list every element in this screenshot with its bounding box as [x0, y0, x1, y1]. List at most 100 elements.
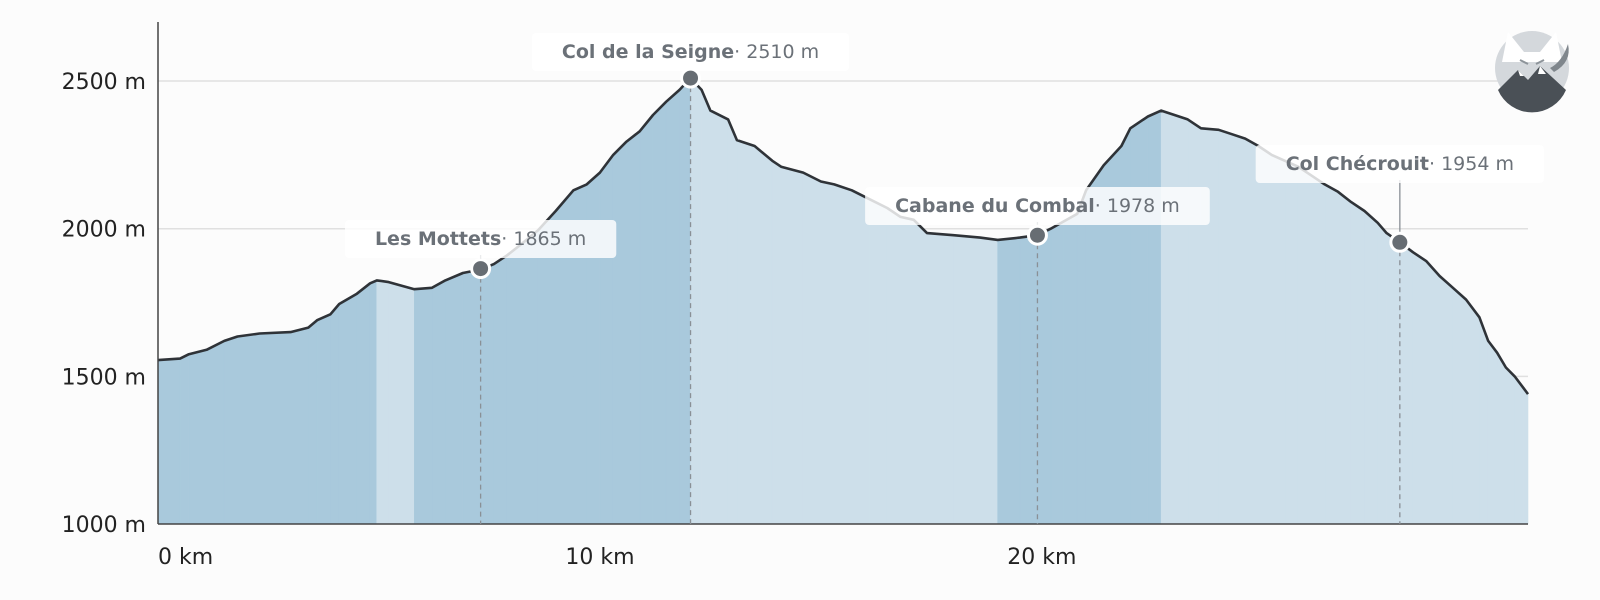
area-segment-36	[701, 89, 711, 525]
poi-name: Les Mottets	[375, 228, 501, 250]
area-segment-7	[290, 327, 309, 525]
area-segment-91	[1496, 351, 1507, 525]
area-segment-0	[157, 358, 181, 525]
area-segment-89	[1479, 317, 1489, 525]
area-segment-85	[1426, 260, 1440, 525]
area-segment-74	[1284, 160, 1299, 525]
area-segment-86	[1439, 275, 1454, 525]
area-segment-46	[851, 189, 870, 525]
area-segment-23	[520, 229, 539, 525]
area-segment-81	[1377, 221, 1387, 525]
area-segment-93	[1514, 375, 1524, 525]
area-segment-69	[1218, 129, 1233, 525]
area-segment-12	[356, 282, 371, 525]
area-segment-57	[1050, 220, 1065, 525]
poi-label-box	[344, 220, 617, 258]
y-tick-label-2: 2000 m	[62, 218, 146, 243]
poi-marker	[680, 67, 702, 89]
area-segment-54	[997, 237, 1021, 525]
x-tick-label-2: 20 km	[1007, 545, 1076, 570]
area-segment-28	[599, 153, 614, 525]
area-segment-76	[1311, 174, 1326, 525]
area-segment-35	[690, 77, 702, 525]
y-tick-label-1: 1500 m	[62, 365, 146, 390]
area-segment-29	[612, 140, 627, 525]
area-segment-38	[727, 119, 738, 525]
area-segment-37	[710, 110, 729, 525]
area-segment-73	[1271, 154, 1286, 525]
area-segment-50	[913, 219, 928, 525]
area-segment-3	[206, 340, 225, 525]
poi-marker	[1389, 231, 1411, 253]
area-segment-32	[652, 101, 667, 525]
poi-1: Col de la Seigne· 2510 m	[531, 33, 850, 524]
elevation-area	[157, 77, 1529, 525]
y-tick-label-3: 2500 m	[62, 70, 146, 95]
axes: 1000 m 1500 m 2000 m 2500 m 0 km 10 km 20 km	[62, 22, 1528, 570]
fox-mountain-logo	[1495, 31, 1569, 113]
area-segment-82	[1386, 232, 1401, 525]
area-segment-75	[1297, 166, 1312, 525]
area-segment-9	[316, 313, 331, 525]
area-segment-59	[1076, 190, 1087, 525]
area-segment-14	[376, 280, 389, 525]
y-tick-label-0: 1000 m	[62, 513, 146, 538]
area-segment-43	[802, 172, 822, 525]
poi-label: Col de la Seigne· 2510 m	[562, 41, 819, 63]
area-segment-34	[679, 77, 691, 525]
area-segment-66	[1174, 114, 1189, 525]
area-segment-94	[1523, 387, 1529, 525]
area-segment-17	[431, 279, 446, 525]
poi-3: Col Chécrouit· 1954 m	[1255, 145, 1544, 524]
area-segment-10	[330, 303, 340, 525]
poi-name: Col de la Seigne	[562, 41, 734, 63]
poi-2: Cabane du Combal· 1978 m	[865, 187, 1210, 524]
area-segment-41	[771, 160, 782, 525]
area-segment-16	[414, 287, 433, 525]
area-segment-13	[369, 279, 378, 525]
area-segment-63	[1129, 115, 1149, 525]
points-of-interest: Les Mottets· 1865 m Col de la Seigne· 251…	[344, 33, 1544, 524]
poi-label: Col Chécrouit· 1954 m	[1286, 153, 1514, 175]
poi-marker	[1026, 224, 1048, 246]
area-segment-6	[259, 331, 291, 525]
area-segment-71	[1244, 138, 1259, 525]
area-segment-67	[1187, 118, 1202, 525]
area-segment-30	[626, 130, 641, 525]
area-segment-48	[886, 207, 901, 525]
area-segment-65	[1160, 110, 1175, 525]
area-segment-49	[900, 216, 915, 525]
area-segment-18	[444, 272, 464, 525]
area-segment-5	[237, 333, 260, 525]
area-segment-55	[1019, 234, 1038, 525]
area-segment-88	[1465, 298, 1480, 525]
area-segment-53	[979, 237, 998, 525]
poi-label-box	[1255, 145, 1544, 183]
poi-name: Cabane du Combal	[895, 195, 1095, 217]
area-segment-64	[1147, 110, 1162, 525]
area-segment-80	[1364, 210, 1379, 525]
area-segment-70	[1231, 133, 1246, 525]
area-segment-87	[1452, 287, 1467, 525]
area-segment-15	[387, 281, 415, 525]
area-segment-22	[506, 244, 521, 525]
area-segment-52	[953, 234, 981, 525]
poi-label-box	[531, 33, 850, 71]
area-segment-51	[926, 232, 954, 525]
poi-marker	[470, 258, 492, 280]
area-segment-79	[1350, 201, 1365, 525]
x-tick-label-1: 10 km	[565, 545, 634, 570]
area-segment-72	[1258, 145, 1272, 525]
x-tick-label-0: 0 km	[158, 545, 213, 570]
area-segment-33	[665, 89, 680, 525]
poi-elevation: · 1954 m	[1429, 153, 1514, 175]
poi-label: Cabane du Combal· 1978 m	[895, 195, 1180, 217]
area-segment-21	[493, 254, 508, 525]
poi-elevation: · 2510 m	[734, 41, 819, 63]
area-segment-44	[820, 181, 835, 525]
poi-label: Les Mottets· 1865 m	[375, 228, 586, 250]
area-segment-2	[188, 349, 207, 525]
area-segment-47	[869, 198, 888, 525]
